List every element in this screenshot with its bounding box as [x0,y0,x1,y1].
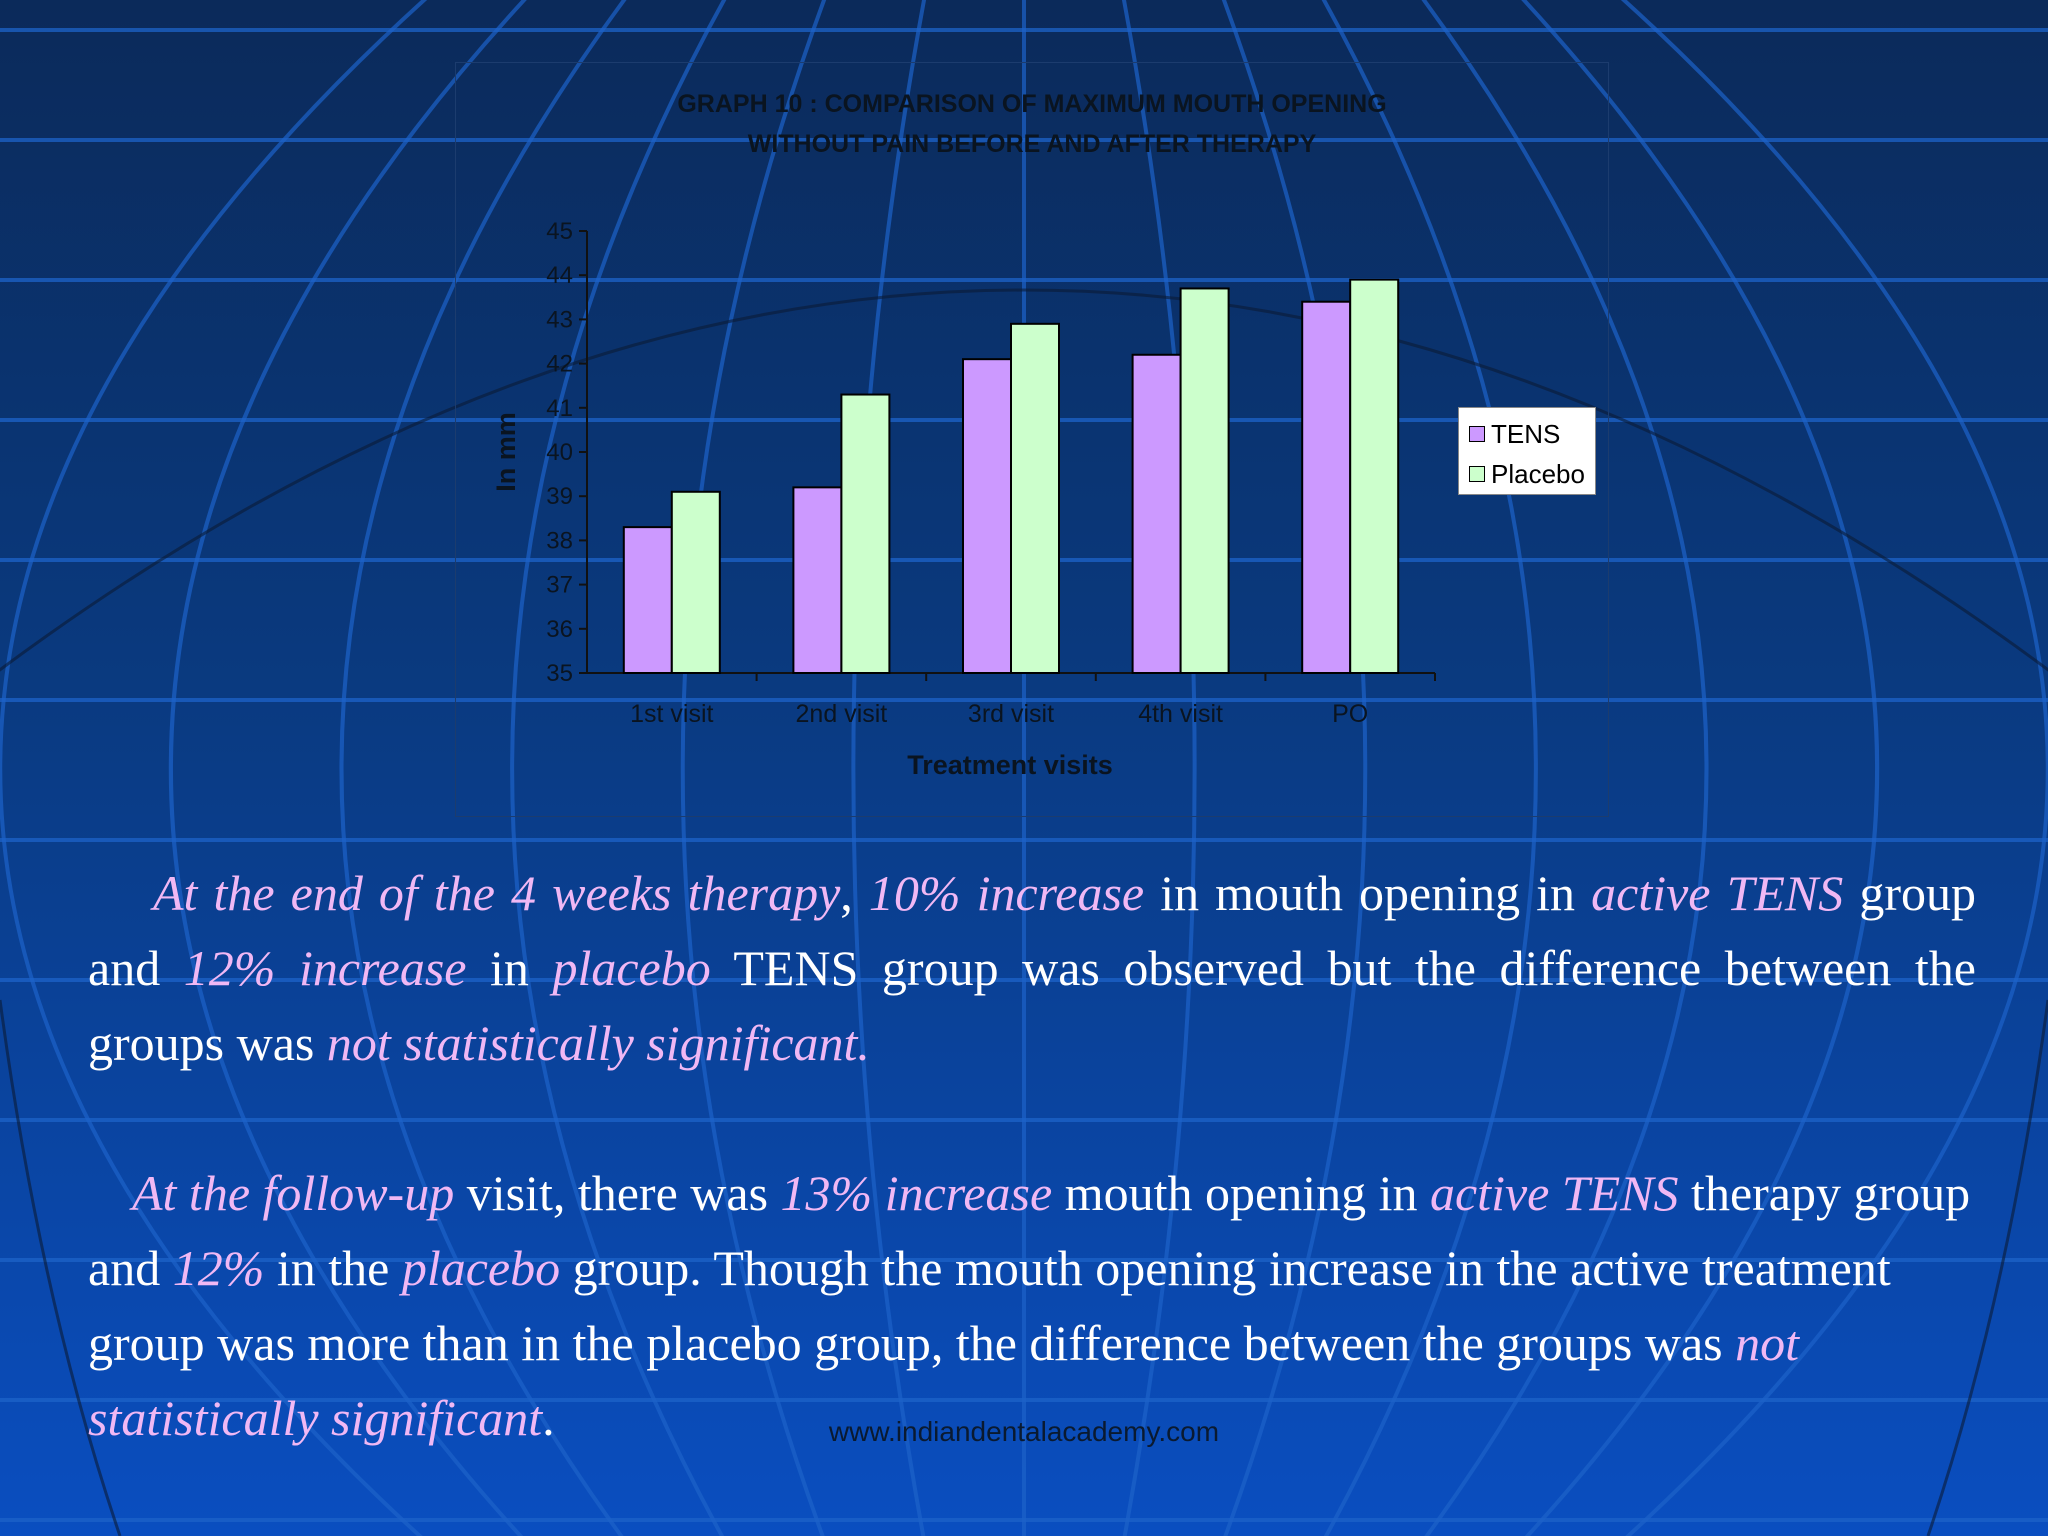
emphasis-text: active TENS [1429,1165,1679,1221]
emphasis-text: 10% increase [868,865,1145,921]
x-tick-label: PO [1332,700,1368,728]
body-text: , [840,865,869,921]
y-tick-label: 37 [546,572,573,599]
bg-meridian [680,0,827,1536]
bar-chart: 35 36 37 38 39 40 41 42 43 44 45 1st visit 2nd visit… [491,218,1436,780]
body-text: in [466,940,553,996]
y-axis-label: In mm [491,412,521,492]
chart-frame [455,62,1609,817]
emphasis-text: 12% increase [183,940,467,996]
y-tick-label: 38 [546,527,573,554]
x-tick-label: 3rd visit [968,700,1054,728]
emphasis-text: not statistically significant [88,1315,1800,1446]
bg-arc [0,999,122,1536]
body-text: in mouth opening in [1144,865,1592,921]
bar-placebo-3 [1179,287,1230,675]
paragraph-follow-up: At the follow-up visit, there was 13% in… [88,1156,1976,1456]
bg-meridian [169,0,527,1536]
y-tick-label: 44 [546,262,573,289]
legend-swatch-tens [1469,426,1485,442]
y-tick-label: 39 [546,483,573,510]
bar-placebo-0 [670,490,721,674]
legend-swatch-placebo [1469,466,1485,482]
watermark: www.indiandentalacademy.com [828,1416,1220,1447]
bar-placebo-1 [840,393,891,674]
bg-meridian [1321,0,1538,1536]
chart-title: GRAPH 10 : COMPARISON OF MAXIMUM MOUTH O… [455,84,1609,164]
y-tick-label: 43 [546,306,573,333]
x-tick-label: 1st visit [630,700,713,728]
legend-item-placebo: Placebo [1459,454,1595,494]
body-text: group. Though the mouth opening increase… [88,1240,1891,1371]
body-text: group and [88,865,1977,996]
body-text: therapy group and [88,1165,1971,1296]
emphasis-text: active TENS [1591,865,1844,921]
y-tick-label: 36 [546,616,573,643]
emphasis-text: At the follow-up [132,1165,455,1221]
bg-meridian [1221,0,1368,1536]
legend-item-tens: TENS [1459,414,1595,454]
bg-arc [0,288,2048,672]
bar-tens-2 [962,358,1012,674]
bg-meridian [339,0,627,1536]
y-tick-label: 45 [546,218,573,245]
x-axis-label: Treatment visits [907,750,1113,780]
emphasis-text: placebo [401,1240,561,1296]
bar-tens-0 [622,526,673,675]
chart-title-line-1: GRAPH 10 : COMPARISON OF MAXIMUM MOUTH O… [677,90,1387,118]
body-text: visit, there was [454,1165,781,1221]
y-tick-label: 40 [546,439,573,466]
emphasis-text: At the end of the 4 weeks therapy [153,865,841,921]
paragraph-end-of-therapy: At the end of the 4 weeks therapy, 10% i… [88,856,1976,1081]
y-tick-label: 41 [546,395,573,422]
bar-placebo-4 [1349,278,1400,674]
bg-meridian [1121,0,1197,1536]
bg-meridian [1421,0,1709,1536]
bar-placebo-2 [1010,322,1060,674]
body-text: TENS group was observed but the differen… [88,940,1976,1071]
bg-meridian [851,0,927,1536]
emphasis-text: 13% increase [780,1165,1053,1221]
body-text: in the [264,1240,402,1296]
bar-tens-4 [1301,300,1352,674]
body-text: mouth opening in [1052,1165,1430,1221]
bg-meridian [510,0,727,1536]
x-tick-label: 4th visit [1138,700,1223,728]
bar-tens-3 [1131,353,1182,674]
emphasis-text: not statistically significant. [326,1015,870,1071]
legend-label-placebo: Placebo [1491,458,1585,489]
bg-arc [1926,999,2048,1536]
legend-label-tens: TENS [1491,418,1561,449]
y-tick-label: 42 [546,351,573,378]
emphasis-text: 12% [172,1240,265,1296]
bg-meridian [1521,0,1879,1536]
body-text: . [542,1390,555,1446]
bg-meridian [0,0,428,1536]
chart-title-line-2: WITHOUT PAIN BEFORE AND AFTER THERAPY [747,130,1317,158]
x-tick-label: 2nd visit [796,700,888,728]
y-tick-label: 35 [546,660,573,687]
chart-legend: TENS Placebo [1458,407,1596,495]
emphasis-text: placebo [552,940,711,996]
bar-tens-1 [792,486,843,674]
